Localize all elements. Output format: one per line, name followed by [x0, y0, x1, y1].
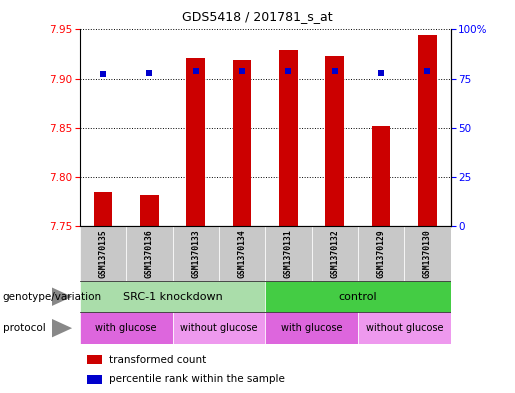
Text: SRC-1 knockdown: SRC-1 knockdown [123, 292, 222, 302]
Bar [265, 281, 451, 312]
Bar [80, 226, 126, 281]
Bar [312, 226, 358, 281]
Text: with glucose: with glucose [281, 323, 342, 333]
Bar [94, 192, 112, 226]
Text: GDS5418 / 201781_s_at: GDS5418 / 201781_s_at [182, 10, 333, 23]
Text: transformed count: transformed count [110, 354, 207, 365]
Text: GSM1370131: GSM1370131 [284, 229, 293, 278]
Text: without glucose: without glucose [180, 323, 258, 333]
Text: GSM1370130: GSM1370130 [423, 229, 432, 278]
Bar [265, 312, 358, 344]
Text: percentile rank within the sample: percentile rank within the sample [110, 374, 285, 384]
Text: GSM1370133: GSM1370133 [191, 229, 200, 278]
Bar [358, 226, 404, 281]
Bar [265, 226, 312, 281]
Bar [219, 226, 265, 281]
Text: GSM1370129: GSM1370129 [376, 229, 386, 278]
Bar [186, 58, 205, 226]
Text: genotype/variation: genotype/variation [3, 292, 101, 302]
Bar [173, 312, 265, 344]
Bar [404, 226, 451, 281]
Polygon shape [52, 319, 72, 338]
Bar [140, 195, 159, 226]
Text: control: control [339, 292, 377, 302]
Text: with glucose: with glucose [95, 323, 157, 333]
Bar [126, 226, 173, 281]
Bar [279, 50, 298, 226]
Bar [358, 312, 451, 344]
Bar [80, 281, 265, 312]
Text: GSM1370134: GSM1370134 [237, 229, 247, 278]
Bar [418, 35, 437, 226]
Text: GSM1370136: GSM1370136 [145, 229, 154, 278]
Bar [80, 312, 173, 344]
Bar [325, 56, 344, 226]
Text: protocol: protocol [3, 323, 45, 333]
Polygon shape [52, 287, 72, 306]
Text: without glucose: without glucose [366, 323, 443, 333]
Text: GSM1370132: GSM1370132 [330, 229, 339, 278]
Bar [87, 355, 102, 364]
Bar [173, 226, 219, 281]
Bar [372, 126, 390, 226]
Bar [87, 375, 102, 384]
Bar [233, 60, 251, 226]
Text: GSM1370135: GSM1370135 [98, 229, 108, 278]
